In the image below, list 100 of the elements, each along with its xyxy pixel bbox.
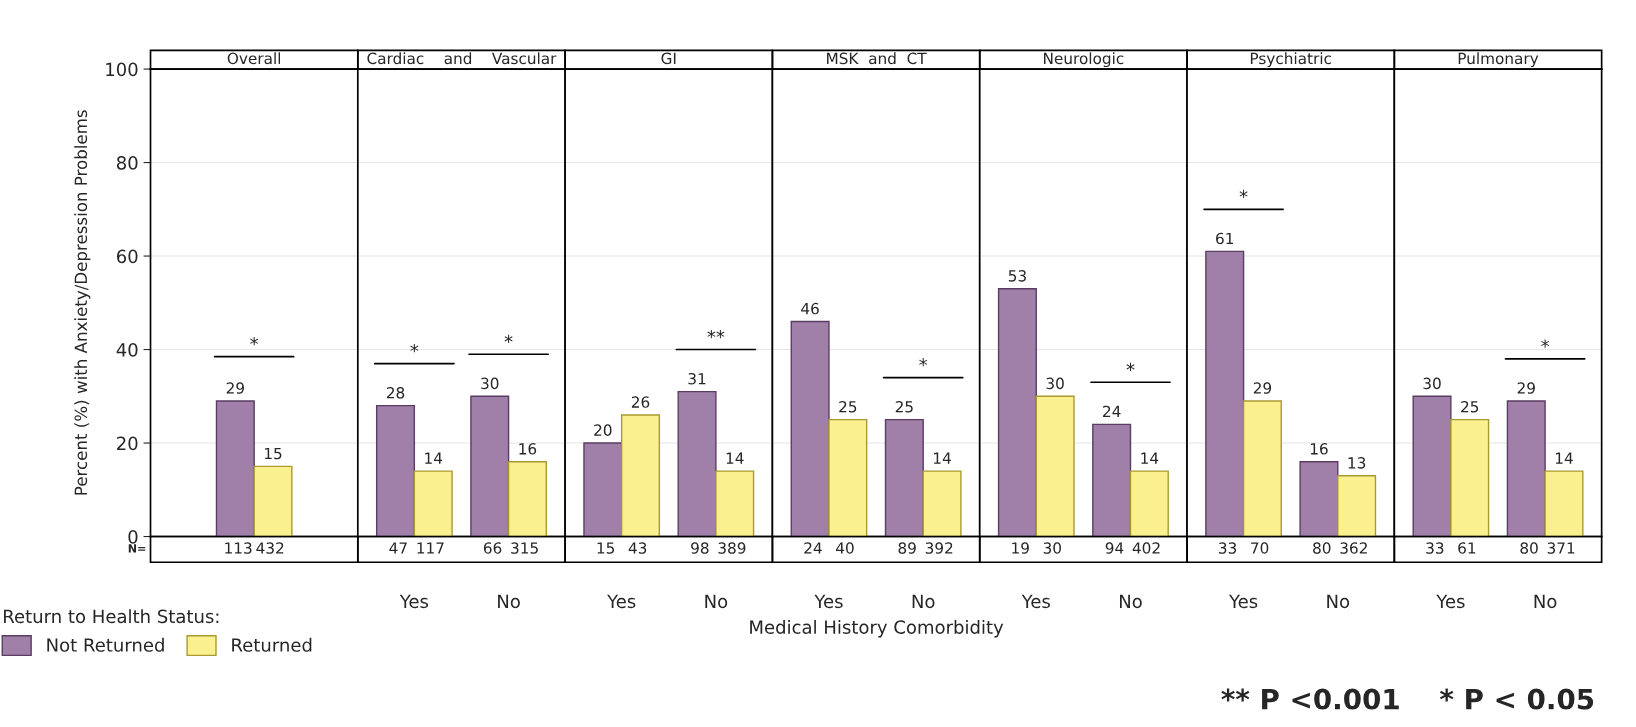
x-tick-label: Yes: [814, 594, 843, 609]
data-label: 25: [839, 400, 857, 413]
text: 61: [1458, 542, 1476, 554]
bar: [1506, 400, 1546, 537]
data-label: 29: [1253, 382, 1272, 394]
annotation: *: [250, 337, 259, 346]
chart-title: Neurologic: [1044, 52, 1124, 68]
data-label: 14: [1141, 452, 1159, 464]
data-label: 61: [1216, 232, 1234, 245]
bar: [620, 414, 661, 537]
text: 47: [389, 542, 407, 554]
x-tick-label: No: [1327, 594, 1350, 609]
text: 66: [483, 542, 502, 554]
annotation: *: [1126, 362, 1135, 372]
bar: [677, 390, 717, 537]
bar: [507, 461, 547, 537]
legend-label: Not Returned: [47, 637, 164, 652]
text: 389: [718, 542, 746, 554]
y-tick-label: 0: [128, 529, 138, 544]
data-label: 29: [226, 382, 244, 394]
data-label: 24: [1103, 405, 1121, 417]
x-tick-label: Yes: [1436, 594, 1465, 609]
text: 15: [597, 542, 615, 554]
x-tick-label: No: [1534, 594, 1557, 609]
bar: [715, 470, 755, 537]
chart-title: Pulmonary: [1458, 52, 1539, 68]
data-label: 53: [1008, 270, 1026, 282]
bar: [1450, 418, 1490, 537]
annotation: *: [919, 358, 928, 367]
bar: [1035, 395, 1075, 537]
data-label: 30: [1423, 377, 1441, 390]
text: 24: [804, 542, 822, 554]
bar: [583, 442, 623, 537]
text: N=: [128, 544, 146, 553]
y-tick-label: 40: [116, 343, 138, 357]
bar: [1092, 423, 1132, 537]
data-label: 30: [481, 377, 499, 390]
annotation: *: [1239, 189, 1248, 199]
bar: [1337, 475, 1377, 537]
data-label: 30: [1046, 377, 1064, 390]
data-label: 13: [1348, 457, 1366, 469]
data-label: 14: [425, 452, 443, 464]
legend-label: Returned: [232, 637, 312, 652]
text: 371: [1547, 542, 1575, 554]
text: 432: [256, 542, 284, 554]
x-tick-label: Yes: [1021, 594, 1050, 609]
bar: [1544, 470, 1584, 537]
chart-title: GI: [661, 52, 676, 65]
data-label: 15: [264, 447, 282, 460]
text: 89: [898, 542, 916, 554]
text: 402: [1132, 542, 1160, 554]
data-label: 14: [1555, 452, 1573, 464]
bar: [1129, 470, 1169, 537]
annotation: *: [1541, 339, 1550, 348]
bar: [1299, 461, 1339, 537]
text: 94: [1105, 542, 1124, 554]
text: ** P <0.001 * P < 0.05: [1221, 688, 1594, 710]
data-label: 29: [1517, 382, 1535, 394]
y-tick-label: 100: [106, 62, 138, 77]
x-tick-label: No: [498, 594, 520, 609]
data-label: 25: [895, 400, 913, 413]
chart-title: MSK and CT: [827, 52, 927, 65]
x-tick-label: Yes: [607, 594, 636, 609]
x-axis-title: Medical History Comorbidity: [750, 619, 1004, 638]
text: 80: [1313, 542, 1331, 554]
data-label: 20: [594, 424, 612, 436]
text: 33: [1219, 542, 1237, 554]
bar: [1412, 395, 1452, 537]
annotation: **: [707, 330, 725, 339]
y-tick-label: 80: [116, 156, 138, 170]
text: 362: [1340, 542, 1367, 554]
text: 30: [1043, 542, 1061, 554]
data-label: 28: [386, 386, 405, 399]
chart-title: Cardiac and Vascular: [367, 52, 557, 65]
text: 40: [836, 542, 854, 554]
text: 43: [628, 542, 647, 554]
text: 315: [511, 542, 538, 554]
x-tick-label: No: [705, 594, 728, 609]
data-label: 14: [934, 452, 951, 464]
bar: [375, 404, 416, 537]
x-tick-label: Yes: [1228, 594, 1258, 609]
x-tick-label: Yes: [399, 594, 429, 609]
bar: [470, 395, 510, 537]
text: 80: [1520, 542, 1538, 554]
data-label: 25: [1461, 400, 1479, 413]
x-tick-label: No: [912, 594, 935, 609]
y-tick-label: 60: [116, 249, 138, 264]
text: 70: [1251, 542, 1269, 554]
text: 98: [691, 542, 709, 554]
text: 113: [225, 542, 252, 554]
y-axis-title: Percent (%) with Anxiety/Depression Problems: [74, 110, 91, 495]
data-label: 26: [631, 396, 650, 408]
chart-title: Psychiatric: [1250, 52, 1332, 68]
data-label: 16: [1310, 443, 1328, 455]
text: 392: [925, 542, 953, 554]
annotation: *: [410, 344, 419, 353]
chart-title: Overall: [227, 52, 281, 65]
text: 117: [417, 542, 444, 554]
y-tick-label: 20: [117, 436, 138, 451]
data-label: 46: [801, 302, 819, 315]
